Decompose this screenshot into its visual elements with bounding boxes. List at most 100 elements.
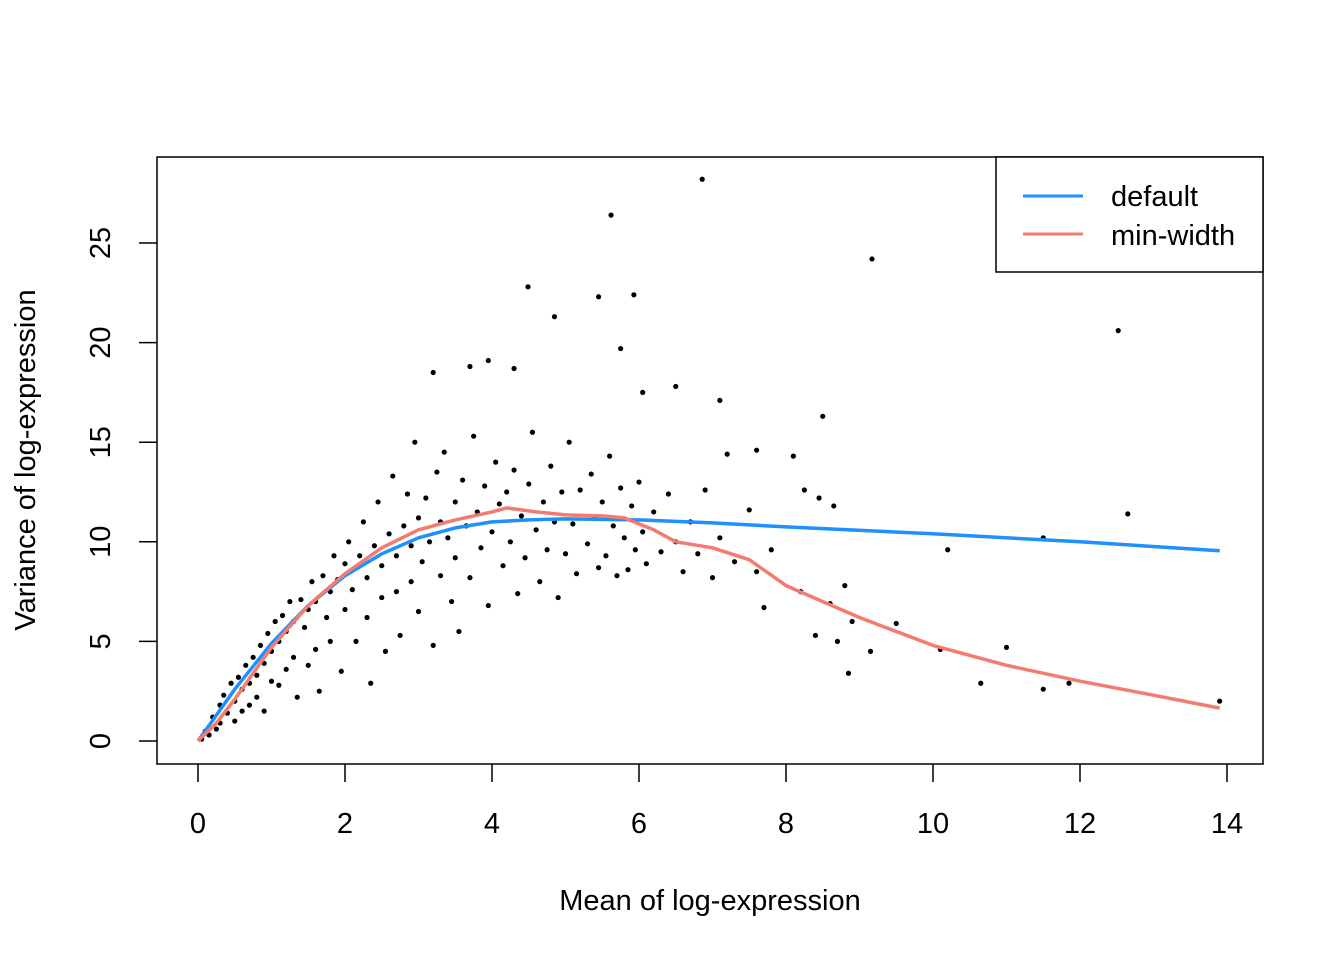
data-point xyxy=(496,501,502,507)
x-tick-label: 2 xyxy=(337,808,353,840)
data-point xyxy=(437,573,444,579)
data-point xyxy=(544,547,550,553)
data-point xyxy=(1115,328,1121,334)
data-point xyxy=(485,602,491,609)
data-point xyxy=(342,561,348,567)
data-point xyxy=(842,583,848,589)
data-point xyxy=(610,523,616,529)
data-point xyxy=(869,256,875,262)
plot-frame xyxy=(156,156,1264,765)
data-point xyxy=(243,662,249,668)
data-point xyxy=(254,694,260,700)
x-tick-label: 14 xyxy=(1211,808,1243,840)
data-point xyxy=(526,481,532,487)
data-point xyxy=(316,688,322,694)
data-point xyxy=(250,654,256,660)
data-point xyxy=(448,598,455,605)
trend-lines xyxy=(196,506,1221,743)
data-point xyxy=(401,523,407,529)
x-tick-label: 6 xyxy=(631,808,647,840)
data-point xyxy=(272,618,278,625)
data-point xyxy=(680,569,686,575)
data-point xyxy=(257,642,264,648)
data-point xyxy=(555,594,561,601)
data-point xyxy=(423,495,429,501)
data-point xyxy=(631,292,637,298)
x-tick-label: 12 xyxy=(1064,808,1096,840)
data-point xyxy=(368,680,374,686)
data-point xyxy=(393,589,400,595)
data-point xyxy=(213,726,219,732)
data-point xyxy=(426,539,433,545)
data-point xyxy=(548,463,554,469)
data-point xyxy=(379,563,385,569)
data-point xyxy=(246,702,253,708)
y-axis: 0 5 10 15 20 25 xyxy=(85,227,157,749)
data-point xyxy=(636,479,642,485)
data-point xyxy=(699,176,705,182)
data-point xyxy=(382,648,389,654)
data-point xyxy=(1217,698,1223,704)
data-point xyxy=(658,549,664,555)
data-point xyxy=(790,453,796,459)
data-point xyxy=(709,575,716,581)
data-point xyxy=(456,628,462,635)
data-point xyxy=(261,708,267,714)
data-point xyxy=(412,439,418,445)
data-point xyxy=(364,614,370,621)
data-point xyxy=(301,624,308,631)
data-point xyxy=(608,212,614,218)
data-point xyxy=(893,620,899,627)
data-point xyxy=(621,535,627,541)
data-point xyxy=(849,618,855,625)
data-point xyxy=(309,579,315,585)
data-point xyxy=(1040,686,1046,692)
y-tick-label: 10 xyxy=(85,526,117,558)
data-point xyxy=(845,670,852,676)
data-point xyxy=(640,529,646,535)
data-point xyxy=(945,547,951,553)
data-point xyxy=(430,642,436,648)
data-point xyxy=(452,555,458,561)
data-point xyxy=(522,555,528,561)
data-point xyxy=(390,473,396,479)
data-point xyxy=(801,487,807,493)
data-point xyxy=(831,503,837,509)
x-tick-label: 10 xyxy=(917,808,949,840)
data-point xyxy=(761,604,767,611)
legend-label-default: default xyxy=(1111,181,1198,213)
data-point xyxy=(471,433,477,439)
data-point xyxy=(746,507,752,513)
data-point xyxy=(518,513,525,519)
data-point xyxy=(515,590,521,597)
data-point xyxy=(731,559,738,565)
data-point xyxy=(478,545,484,551)
data-point xyxy=(754,569,760,575)
legend: default min-width xyxy=(995,156,1264,273)
data-point xyxy=(651,509,657,515)
data-point xyxy=(695,551,701,557)
data-point xyxy=(1003,644,1010,650)
data-point xyxy=(364,575,370,581)
data-point xyxy=(221,692,227,698)
data-point xyxy=(265,630,271,637)
data-point xyxy=(507,539,513,545)
data-point xyxy=(294,694,300,700)
data-point xyxy=(511,365,517,372)
data-point xyxy=(588,471,594,477)
legend-box xyxy=(995,156,1264,273)
data-point xyxy=(415,608,422,615)
data-point xyxy=(717,397,723,403)
data-point xyxy=(673,383,679,390)
data-point xyxy=(342,606,348,613)
data-point xyxy=(232,718,238,724)
data-point xyxy=(386,531,392,537)
data-point xyxy=(570,521,576,527)
data-point xyxy=(228,680,234,686)
data-point xyxy=(290,654,297,660)
data-point xyxy=(441,449,447,455)
data-point xyxy=(511,467,517,473)
data-point xyxy=(349,587,355,593)
data-point xyxy=(1125,511,1131,517)
